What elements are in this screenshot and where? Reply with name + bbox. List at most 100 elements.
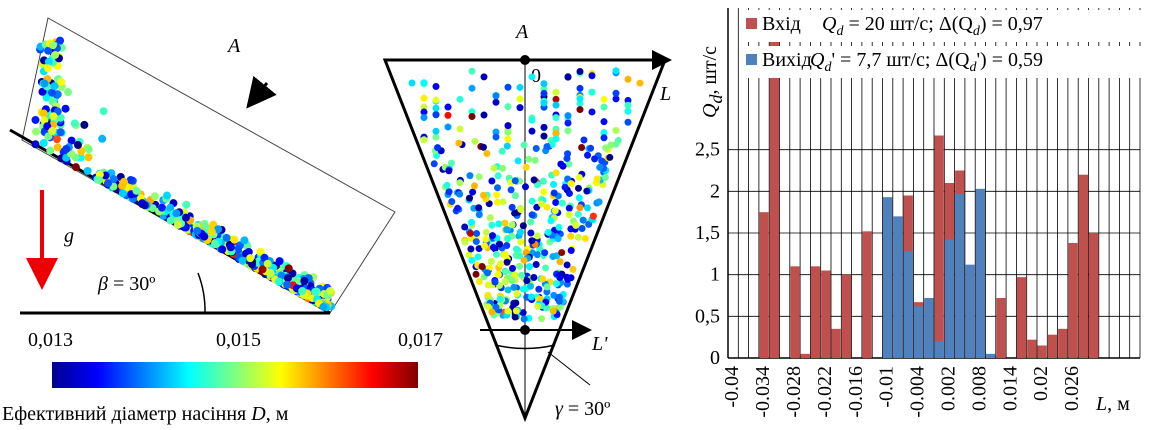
point [520,325,530,335]
particle [501,278,509,286]
particle [494,172,502,180]
x-tick-label: -0.028 [783,366,805,418]
particle [275,257,284,266]
particle [509,264,517,272]
particle [284,264,293,273]
annotation: d [973,24,981,39]
particle [541,249,549,257]
particle [150,192,159,201]
particle [564,73,572,81]
particle [576,84,584,92]
label: γ = 30º [555,398,610,420]
particle [523,277,531,285]
particle [84,145,93,154]
y-tick-label: 2 [710,180,720,202]
particle [511,192,519,200]
particle [456,179,464,187]
particle [507,186,515,194]
particle [493,191,501,199]
particle [565,160,573,168]
particle [266,268,275,277]
particle [517,238,525,246]
particle [468,84,476,92]
particle [475,277,483,285]
particle [443,181,451,189]
annotation: ' = 7,7 шт/с; Δ(Q [831,49,970,71]
particle [552,95,560,103]
particle [475,173,483,181]
particle [519,285,527,293]
x-tick-label: 0.014 [999,366,1021,411]
particle [528,211,536,219]
particle [527,218,535,226]
particle [554,235,562,243]
particle [486,214,494,222]
particle [588,72,596,80]
particle [234,245,243,254]
label: L' [591,333,608,355]
particle [420,94,428,102]
particle [512,307,520,315]
particle [445,167,453,175]
particle [43,64,52,73]
particle [584,151,592,159]
particle [607,141,615,149]
particle [575,173,583,181]
particle [556,258,564,266]
caption: Ефективний діаметр насіння [2,403,251,425]
bar [934,341,944,358]
particle [528,73,536,81]
particle [552,135,560,143]
particle [43,122,52,131]
particle [57,77,66,86]
particle [539,275,547,283]
particle [538,315,546,323]
particle [539,177,547,185]
particle [109,175,118,184]
particle [238,256,247,265]
particle [52,135,61,144]
particle [550,189,558,197]
particle [543,283,551,291]
particle [552,88,560,96]
bar [1058,328,1068,358]
particle [551,207,559,215]
particle [531,156,539,164]
particle [77,147,86,156]
y-axis-title: , шт/с [699,46,721,95]
particle [244,247,253,256]
particle [496,295,504,303]
particle [552,169,560,177]
particle [510,283,518,291]
particle [80,120,89,129]
particle [517,206,525,214]
particle [126,176,135,185]
bar [1047,334,1058,358]
particle [56,113,65,122]
particle [44,57,53,66]
particle [514,157,522,165]
particle [448,198,456,206]
particle [475,245,483,253]
particle [300,277,309,286]
legend-label: Вхід [762,13,801,35]
particle [494,198,502,206]
particle [478,262,486,270]
y-tick-label: 1,5 [695,222,720,244]
particle [512,251,520,259]
particle [432,96,440,104]
legend-swatch [746,54,757,65]
y-tick-label: 2,5 [695,139,720,161]
particle [600,103,608,111]
particle [504,128,512,136]
particle [564,112,572,120]
colorbar [52,362,418,388]
particle [498,147,506,155]
particle [484,269,492,277]
particle [591,155,599,163]
particle [532,145,540,153]
particle [42,93,51,102]
particle [501,268,509,276]
particle [550,291,558,299]
bar-chart: 0 0,5 1 1,5 2 2,5 -0.04 -0.034 -0.028 -0.022 -0.01… [695,8,1145,418]
